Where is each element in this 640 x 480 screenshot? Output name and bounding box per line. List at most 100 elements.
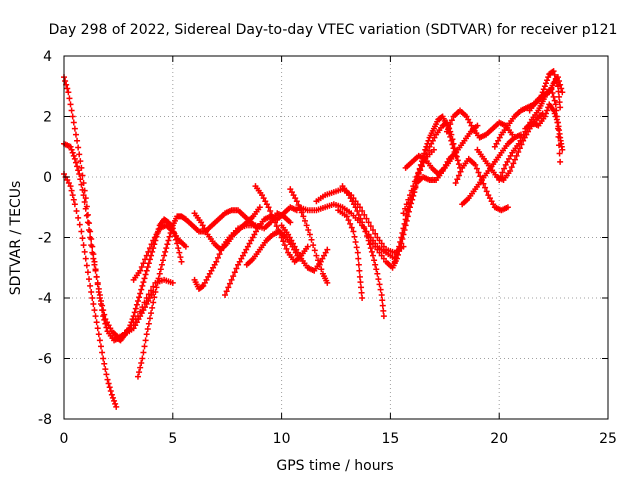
- data-point: [449, 141, 456, 148]
- data-point: [136, 369, 143, 376]
- data-point: [380, 243, 387, 250]
- data-point: [100, 307, 107, 314]
- data-point: [216, 251, 223, 258]
- data-point: [107, 388, 114, 395]
- data-point: [81, 248, 88, 255]
- data-point: [109, 394, 116, 401]
- data-point: [112, 400, 119, 407]
- data-point: [142, 304, 149, 311]
- data-point: [497, 173, 504, 180]
- data-point: [504, 158, 511, 165]
- data-point: [486, 195, 493, 202]
- data-point: [68, 107, 75, 114]
- data-point: [86, 220, 93, 227]
- y-tick-label: -8: [38, 412, 52, 428]
- data-point: [239, 252, 246, 259]
- data-point: [150, 237, 157, 244]
- data-point: [293, 198, 300, 205]
- data-point: [452, 152, 459, 159]
- data-point: [103, 371, 110, 378]
- data-point: [406, 199, 413, 206]
- data-point: [376, 281, 383, 288]
- data-point: [79, 186, 86, 193]
- data-point: [290, 192, 297, 199]
- data-point: [137, 364, 144, 371]
- data-point: [101, 360, 108, 367]
- data-point: [151, 234, 158, 241]
- data-point: [483, 188, 490, 195]
- data-point: [270, 215, 277, 222]
- data-point: [293, 246, 300, 253]
- data-point: [138, 286, 145, 293]
- data-point: [375, 276, 382, 283]
- data-point: [94, 279, 101, 286]
- data-point: [515, 140, 522, 147]
- data-point: [91, 261, 98, 268]
- data-point: [64, 85, 71, 92]
- data-point: [88, 288, 95, 295]
- data-point: [254, 225, 261, 232]
- data-point: [104, 376, 111, 383]
- data-point: [357, 215, 364, 222]
- data-point: [313, 252, 320, 259]
- data-point: [206, 270, 213, 277]
- data-point: [222, 291, 229, 298]
- data-point: [318, 266, 325, 273]
- data-point: [519, 134, 526, 141]
- data-point: [96, 337, 103, 344]
- data-point: [148, 310, 155, 317]
- data-point: [557, 81, 564, 88]
- x-tick-label: 15: [381, 431, 399, 447]
- data-point: [146, 315, 153, 322]
- data-point: [552, 101, 559, 108]
- data-point: [134, 373, 141, 380]
- data-point: [474, 122, 481, 129]
- data-point: [78, 181, 85, 188]
- data-point: [366, 241, 373, 248]
- data-point: [134, 298, 141, 305]
- data-point: [300, 213, 307, 220]
- data-point: [374, 270, 381, 277]
- data-point: [69, 192, 76, 199]
- data-point: [138, 310, 145, 317]
- data-point: [285, 231, 292, 238]
- grid-lines: [64, 56, 608, 419]
- data-point: [145, 248, 152, 255]
- data-point: [244, 243, 251, 250]
- data-point: [201, 279, 208, 286]
- data-point: [82, 195, 89, 202]
- data-point: [79, 172, 86, 179]
- data-point: [127, 322, 134, 329]
- data-point: [508, 164, 515, 171]
- data-point: [395, 247, 402, 254]
- data-point: [406, 192, 413, 199]
- data-point: [139, 355, 146, 362]
- data-point: [71, 201, 78, 208]
- tick-labels: 0 5 10 15 20 25 -8 -6 -4 -2 0 2 4: [38, 49, 617, 447]
- data-point: [132, 305, 139, 312]
- data-point: [68, 146, 75, 153]
- data-point: [64, 177, 71, 184]
- data-point: [111, 397, 118, 404]
- data-point: [359, 219, 366, 226]
- data-point: [99, 302, 106, 309]
- data-point: [105, 380, 112, 387]
- data-point: [480, 180, 487, 187]
- data-point: [369, 226, 376, 233]
- data-point: [78, 228, 85, 235]
- data-point: [142, 337, 149, 344]
- data-point: [398, 234, 405, 241]
- data-point: [396, 243, 403, 250]
- data-point: [164, 241, 171, 248]
- series-track-27: [474, 110, 546, 184]
- data-point: [380, 307, 387, 314]
- data-point: [157, 266, 164, 273]
- data-point: [463, 113, 470, 120]
- data-point: [496, 177, 503, 184]
- data-point: [365, 234, 372, 241]
- data-point: [351, 233, 358, 240]
- data-point: [378, 252, 385, 259]
- data-point: [372, 243, 379, 250]
- data-point: [422, 146, 429, 153]
